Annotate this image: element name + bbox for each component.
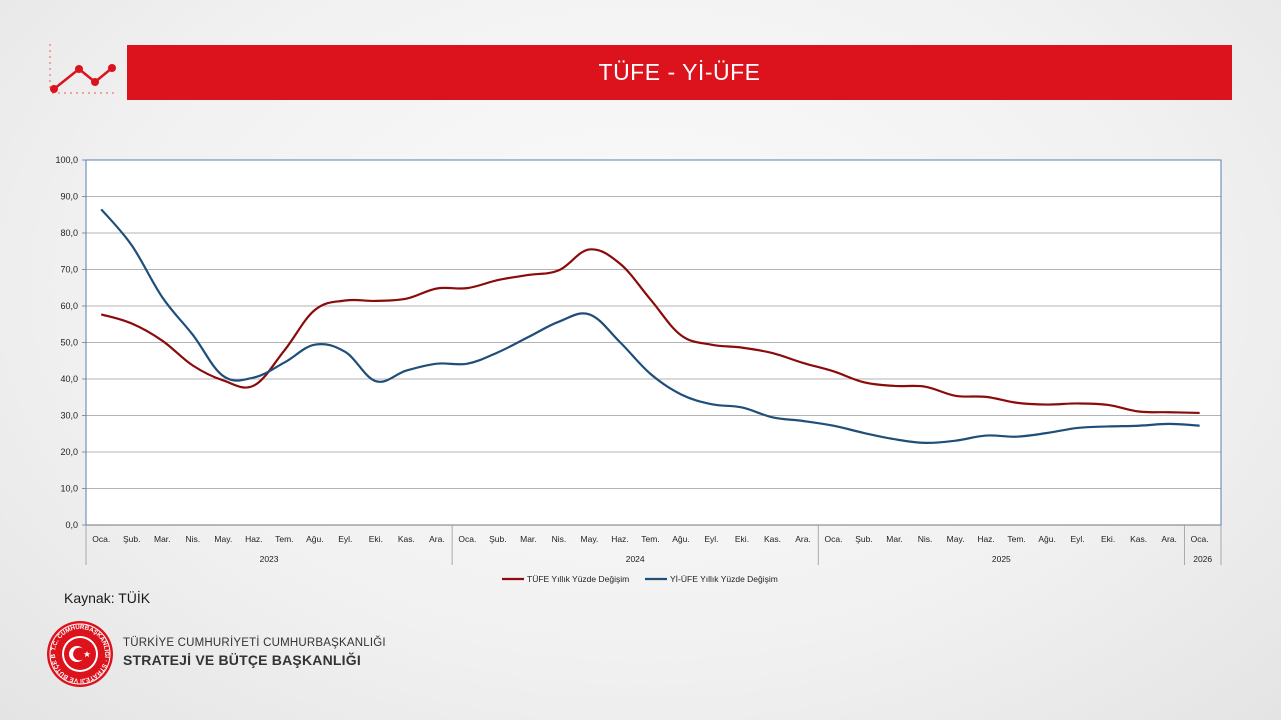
x-tick-label: Kas.: [764, 534, 781, 544]
y-axis-ticks: 0,0 10,0 20,0 30,0 40,0 50,0 60,0 70,0 80,0 90,0 1…: [55, 155, 78, 530]
source-note: Kaynak: TÜİK: [64, 590, 151, 606]
org-name-line2: STRATEJİ VE BÜTÇE BAŞKANLIĞI: [123, 652, 361, 668]
x-tick-label: Eki.: [369, 534, 383, 544]
x-tick-label: Ağu.: [1038, 534, 1056, 544]
x-tick-label: Mar.: [886, 534, 903, 544]
series-lines: [100, 208, 1200, 445]
x-tick-label: Mar.: [154, 534, 171, 544]
legend: TÜFE Yıllık Yüzde Değişim Yİ-ÜFE Yıllık Y…: [502, 574, 778, 584]
legend-label: Yİ-ÜFE Yıllık Yüzde Değişim: [670, 574, 778, 584]
x-tick-label: Ara.: [795, 534, 811, 544]
x-tick-label: Nis.: [552, 534, 567, 544]
x-tick-label: Oca.: [458, 534, 476, 544]
x-tick-label: Ağu.: [672, 534, 690, 544]
x-tick-label: Nis.: [918, 534, 933, 544]
x-tick-label: Eyl.: [338, 534, 352, 544]
x-tick-label: Şub.: [123, 534, 141, 544]
year-label: 2024: [626, 554, 645, 564]
x-tick-label: Oca.: [825, 534, 843, 544]
x-tick-label: Ara.: [429, 534, 445, 544]
year-label: 2026: [1193, 554, 1212, 564]
line-chart-icon: [49, 44, 116, 94]
x-tick-label: Kas.: [1130, 534, 1147, 544]
y-tick-label: 30,0: [60, 411, 78, 421]
x-tick-label: Mar.: [520, 534, 537, 544]
x-tick-label: Tem.: [641, 534, 659, 544]
x-tick-label: Oca.: [1191, 534, 1209, 544]
y-tick-label: 20,0: [60, 447, 78, 457]
y-tick-label: 40,0: [60, 374, 78, 384]
x-tick-label: Eki.: [735, 534, 749, 544]
x-tick-label: May.: [581, 534, 599, 544]
x-tick-label: Haz.: [977, 534, 994, 544]
x-tick-label: Haz.: [611, 534, 628, 544]
y-tick-label: 70,0: [60, 265, 78, 275]
legend-label: TÜFE Yıllık Yüzde Değişim: [527, 574, 629, 584]
x-tick-label: Ara.: [1161, 534, 1177, 544]
x-tick-label: Şub.: [855, 534, 873, 544]
y-tick-label: 0,0: [65, 520, 78, 530]
year-label: 2023: [260, 554, 279, 564]
x-tick-label: Tem.: [1007, 534, 1025, 544]
x-tick-label: Haz.: [245, 534, 262, 544]
x-tick-label: Şub.: [489, 534, 507, 544]
y-tick-label: 80,0: [60, 228, 78, 238]
x-tick-label: Tem.: [275, 534, 293, 544]
series-line-1: [100, 248, 1200, 415]
x-tick-label: Eyl.: [1071, 534, 1085, 544]
year-label: 2025: [992, 554, 1011, 564]
x-tick-label: Oca.: [92, 534, 110, 544]
y-tick-label: 90,0: [60, 192, 78, 202]
y-tick-label: 50,0: [60, 338, 78, 348]
org-name-line1: TÜRKİYE CUMHURİYETİ CUMHURBAŞKANLIĞI: [123, 637, 386, 649]
page-title: TÜFE - Yİ-ÜFE: [598, 59, 761, 85]
x-tick-label: Kas.: [398, 534, 415, 544]
x-tick-label: Nis.: [185, 534, 200, 544]
title-bar: TÜFE - Yİ-ÜFE: [127, 45, 1232, 100]
y-tick-label: 10,0: [60, 484, 78, 494]
y-tick-label: 100,0: [55, 155, 78, 165]
x-tick-label: May.: [214, 534, 232, 544]
crescent-star-seal-icon: T.C. CUMHURBAŞKANLIĞI · STRATEJİ VE BÜTÇ…: [46, 620, 113, 687]
x-axis: Oca. Şub. Mar. Nis. May. Haz. Tem. Ağu. Eyl. Eki.…: [85, 524, 1222, 565]
x-tick-label: Eki.: [1101, 534, 1115, 544]
y-tick-label: 60,0: [60, 301, 78, 311]
x-tick-label: May.: [947, 534, 965, 544]
x-tick-label: Ağu.: [306, 534, 324, 544]
series-line-2: [100, 208, 1200, 445]
x-tick-label: Eyl.: [704, 534, 718, 544]
